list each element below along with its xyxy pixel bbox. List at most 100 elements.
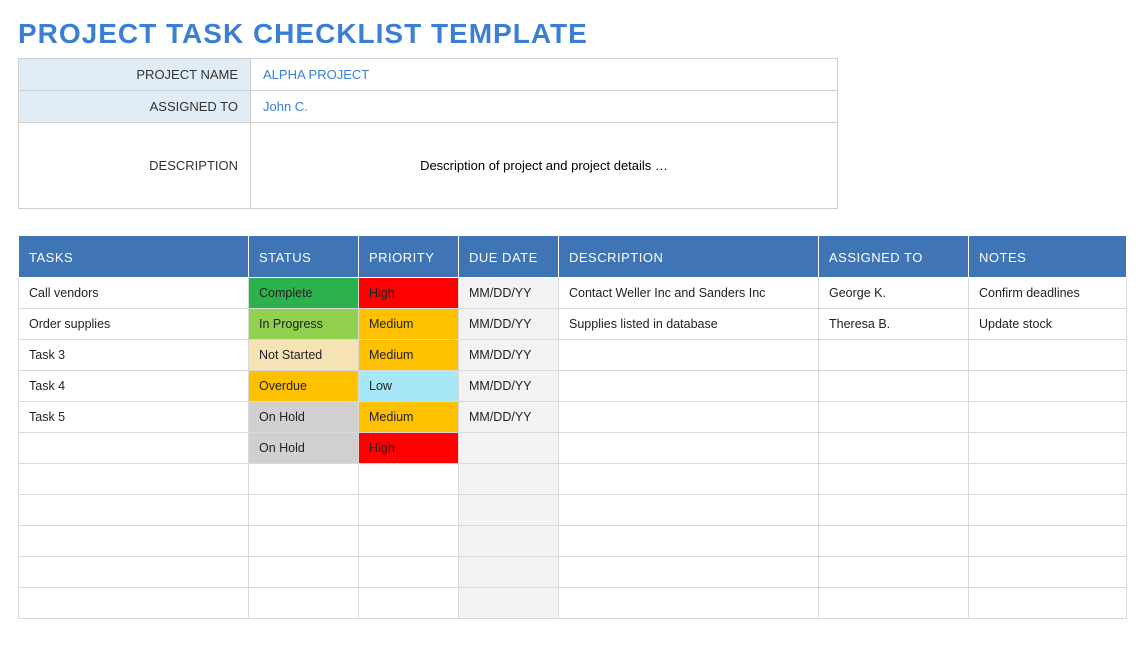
- cell-notes[interactable]: [969, 495, 1127, 526]
- cell-status[interactable]: Complete: [249, 278, 359, 309]
- info-value-description[interactable]: Description of project and project detai…: [251, 123, 838, 209]
- cell-priority[interactable]: [359, 526, 459, 557]
- cell-due-date[interactable]: [459, 464, 559, 495]
- cell-assigned-to[interactable]: [819, 340, 969, 371]
- cell-status[interactable]: [249, 464, 359, 495]
- table-row: [19, 557, 1127, 588]
- cell-notes[interactable]: [969, 433, 1127, 464]
- table-row: Call vendorsCompleteHighMM/DD/YYContact …: [19, 278, 1127, 309]
- table-row: [19, 495, 1127, 526]
- cell-due-date[interactable]: MM/DD/YY: [459, 340, 559, 371]
- cell-priority[interactable]: High: [359, 433, 459, 464]
- cell-priority[interactable]: High: [359, 278, 459, 309]
- cell-task[interactable]: [19, 557, 249, 588]
- cell-due-date[interactable]: [459, 557, 559, 588]
- cell-due-date[interactable]: MM/DD/YY: [459, 402, 559, 433]
- cell-description[interactable]: [559, 433, 819, 464]
- cell-notes[interactable]: [969, 557, 1127, 588]
- cell-assigned-to[interactable]: [819, 588, 969, 619]
- cell-assigned-to[interactable]: [819, 371, 969, 402]
- info-label-description: DESCRIPTION: [19, 123, 251, 209]
- cell-description[interactable]: Supplies listed in database: [559, 309, 819, 340]
- table-row: Task 4OverdueLowMM/DD/YY: [19, 371, 1127, 402]
- cell-task[interactable]: Task 3: [19, 340, 249, 371]
- cell-description[interactable]: [559, 557, 819, 588]
- cell-status[interactable]: Overdue: [249, 371, 359, 402]
- info-value-project-name[interactable]: ALPHA PROJECT: [251, 59, 838, 91]
- cell-due-date[interactable]: MM/DD/YY: [459, 371, 559, 402]
- cell-notes[interactable]: [969, 464, 1127, 495]
- info-value-assigned-to[interactable]: John C.: [251, 91, 838, 123]
- cell-status[interactable]: On Hold: [249, 433, 359, 464]
- col-header-description: DESCRIPTION: [559, 236, 819, 278]
- cell-task[interactable]: Task 4: [19, 371, 249, 402]
- cell-assigned-to[interactable]: [819, 433, 969, 464]
- cell-assigned-to[interactable]: [819, 402, 969, 433]
- table-row: Task 5On HoldMediumMM/DD/YY: [19, 402, 1127, 433]
- cell-status[interactable]: [249, 495, 359, 526]
- cell-status[interactable]: [249, 557, 359, 588]
- cell-due-date[interactable]: MM/DD/YY: [459, 278, 559, 309]
- cell-priority[interactable]: Low: [359, 371, 459, 402]
- cell-due-date[interactable]: [459, 433, 559, 464]
- cell-priority[interactable]: [359, 495, 459, 526]
- cell-description[interactable]: [559, 588, 819, 619]
- cell-notes[interactable]: [969, 340, 1127, 371]
- cell-assigned-to[interactable]: Theresa B.: [819, 309, 969, 340]
- cell-task[interactable]: Order supplies: [19, 309, 249, 340]
- cell-assigned-to[interactable]: [819, 526, 969, 557]
- cell-task[interactable]: [19, 433, 249, 464]
- cell-task[interactable]: [19, 588, 249, 619]
- cell-task[interactable]: Task 5: [19, 402, 249, 433]
- info-label-project-name: PROJECT NAME: [19, 59, 251, 91]
- cell-notes[interactable]: [969, 526, 1127, 557]
- cell-status[interactable]: [249, 526, 359, 557]
- cell-status[interactable]: On Hold: [249, 402, 359, 433]
- cell-notes[interactable]: [969, 371, 1127, 402]
- cell-status[interactable]: Not Started: [249, 340, 359, 371]
- cell-due-date[interactable]: [459, 526, 559, 557]
- col-header-priority: PRIORITY: [359, 236, 459, 278]
- cell-status[interactable]: [249, 588, 359, 619]
- col-header-tasks: TASKS: [19, 236, 249, 278]
- info-label-assigned-to: ASSIGNED TO: [19, 91, 251, 123]
- page-title: PROJECT TASK CHECKLIST TEMPLATE: [18, 18, 1127, 50]
- col-header-assigned-to: ASSIGNED TO: [819, 236, 969, 278]
- cell-priority[interactable]: Medium: [359, 340, 459, 371]
- cell-description[interactable]: [559, 340, 819, 371]
- col-header-status: STATUS: [249, 236, 359, 278]
- table-row: [19, 588, 1127, 619]
- cell-priority[interactable]: Medium: [359, 402, 459, 433]
- cell-priority[interactable]: Medium: [359, 309, 459, 340]
- cell-description[interactable]: Contact Weller Inc and Sanders Inc: [559, 278, 819, 309]
- task-table-header-row: TASKS STATUS PRIORITY DUE DATE DESCRIPTI…: [19, 236, 1127, 278]
- cell-notes[interactable]: Confirm deadlines: [969, 278, 1127, 309]
- cell-task[interactable]: Call vendors: [19, 278, 249, 309]
- cell-task[interactable]: [19, 526, 249, 557]
- cell-due-date[interactable]: MM/DD/YY: [459, 309, 559, 340]
- cell-task[interactable]: [19, 464, 249, 495]
- cell-description[interactable]: [559, 526, 819, 557]
- cell-description[interactable]: [559, 371, 819, 402]
- col-header-due-date: DUE DATE: [459, 236, 559, 278]
- cell-notes[interactable]: [969, 402, 1127, 433]
- cell-assigned-to[interactable]: [819, 464, 969, 495]
- cell-description[interactable]: [559, 464, 819, 495]
- cell-due-date[interactable]: [459, 495, 559, 526]
- col-header-notes: NOTES: [969, 236, 1127, 278]
- cell-assigned-to[interactable]: George K.: [819, 278, 969, 309]
- cell-notes[interactable]: [969, 588, 1127, 619]
- table-row: [19, 464, 1127, 495]
- cell-assigned-to[interactable]: [819, 557, 969, 588]
- cell-notes[interactable]: Update stock: [969, 309, 1127, 340]
- cell-due-date[interactable]: [459, 588, 559, 619]
- cell-task[interactable]: [19, 495, 249, 526]
- cell-priority[interactable]: [359, 464, 459, 495]
- cell-priority[interactable]: [359, 588, 459, 619]
- cell-assigned-to[interactable]: [819, 495, 969, 526]
- cell-status[interactable]: In Progress: [249, 309, 359, 340]
- cell-priority[interactable]: [359, 557, 459, 588]
- cell-description[interactable]: [559, 402, 819, 433]
- cell-description[interactable]: [559, 495, 819, 526]
- project-info-table: PROJECT NAME ALPHA PROJECT ASSIGNED TO J…: [18, 58, 838, 209]
